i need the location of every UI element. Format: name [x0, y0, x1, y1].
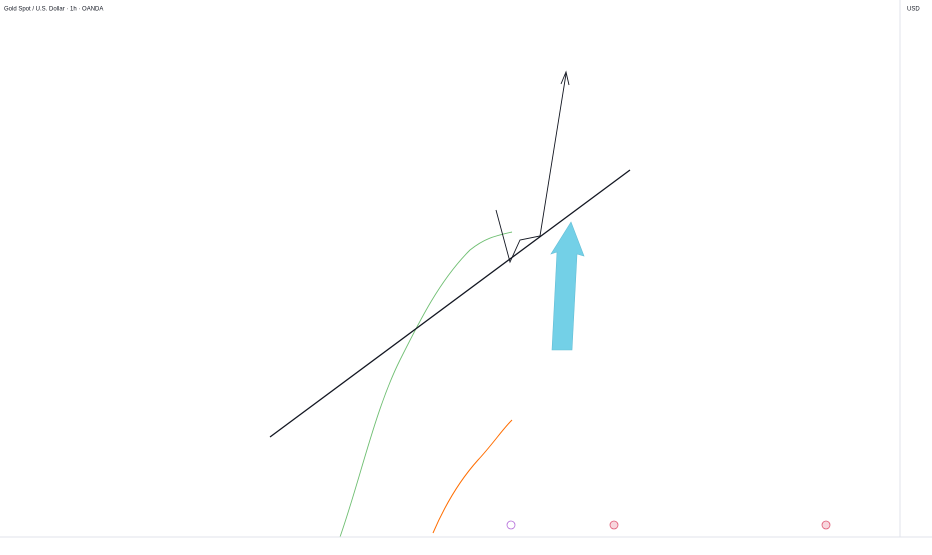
event-icon[interactable] [821, 520, 831, 530]
event-icon[interactable] [609, 520, 619, 530]
trendline [269, 169, 631, 438]
projection-arrow-head [560, 70, 570, 86]
currency-label: USD [907, 7, 920, 13]
chart-title: Gold Spot / U.S. Dollar · 1h · OANDA [4, 7, 103, 13]
event-icon[interactable] [506, 520, 516, 530]
projection-path [495, 73, 567, 264]
moving-average-orange [432, 419, 513, 534]
moving-average-green [339, 231, 513, 538]
bullish-arrow [550, 221, 585, 351]
